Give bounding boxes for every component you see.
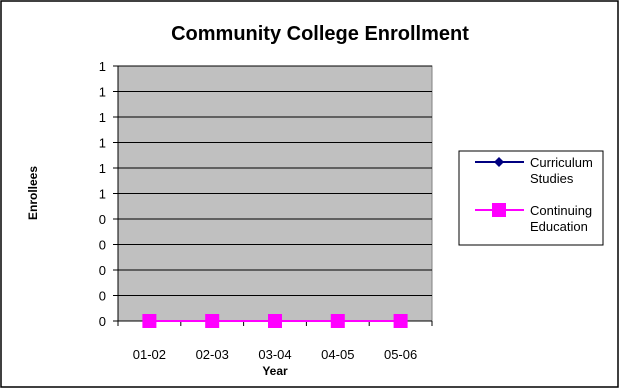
chart-title: Community College Enrollment [171, 23, 469, 45]
data-point [268, 314, 282, 328]
legend-marker [492, 203, 506, 217]
legend-label-line2: Studies [530, 171, 574, 186]
y-tick-label: 1 [99, 110, 106, 125]
data-point [142, 314, 157, 328]
legend-label-line2: Education [530, 219, 588, 234]
series-1 [142, 314, 408, 328]
y-tick-label: 0 [99, 238, 106, 253]
legend-box [458, 150, 604, 246]
data-point [205, 314, 220, 328]
y-tick-label: 0 [99, 263, 106, 278]
x-tick-label: 03-04 [258, 347, 291, 362]
y-tick-label: 0 [99, 289, 106, 304]
data-point [330, 314, 345, 328]
series-layer [142, 314, 408, 328]
x-tick-label: 04-05 [321, 347, 354, 362]
y-tick-label: 1 [99, 136, 106, 151]
y-tick-label: 1 [99, 161, 106, 176]
x-tick-label: 01-02 [133, 347, 166, 362]
legend-marker [494, 157, 504, 167]
y-axis-title: Enrollees [26, 166, 40, 220]
legend-label-line1: Curriculum [530, 155, 593, 170]
x-axis-ticks: 01-02 02-03 03-04 04-05 05-06 [117, 321, 433, 362]
y-tick-label: 0 [99, 212, 106, 227]
y-tick-label: 0 [99, 314, 106, 329]
y-tick-label: 1 [99, 187, 106, 202]
x-tick-label: 02-03 [196, 347, 229, 362]
x-axis-title: Year [262, 364, 288, 378]
x-tick-label: 05-06 [384, 347, 417, 362]
data-point [393, 314, 408, 328]
legend-label-line1: Continuing [530, 203, 592, 218]
y-tick-label: 1 [99, 85, 106, 100]
grid-lines [118, 65, 432, 296]
y-tick-label: 1 [99, 59, 106, 74]
y-axis-ticks: 0 0 0 0 0 1 1 1 1 1 1 [99, 59, 118, 329]
